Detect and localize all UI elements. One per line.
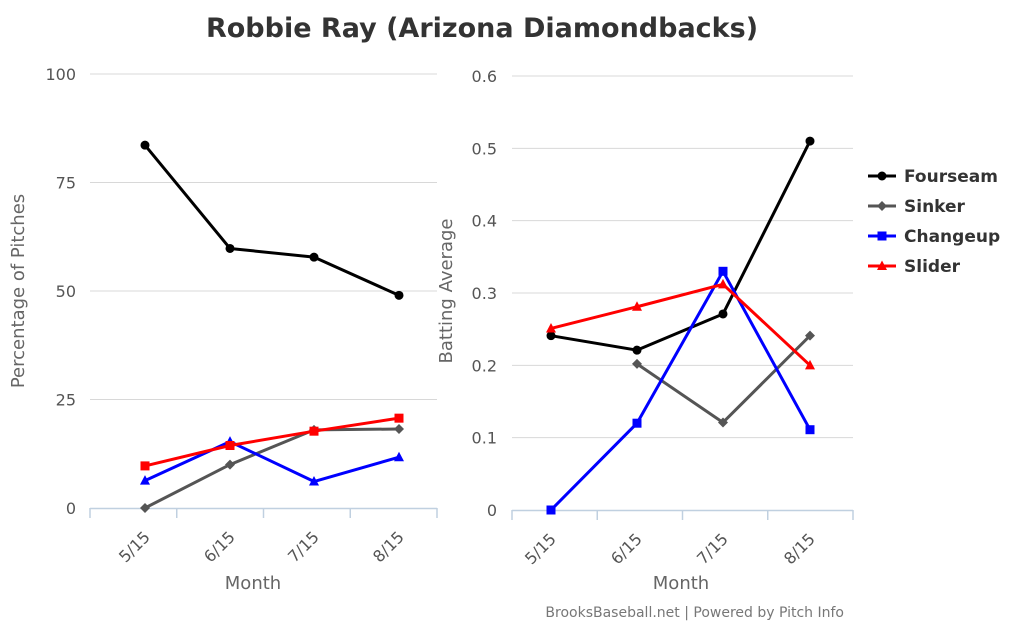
right-slider-point [546,322,556,333]
right-slider-line [550,282,812,367]
legend-slider-label: Slider [904,257,961,277]
left-changeup-line [144,440,400,484]
legend-item-sinker[interactable]: Sinker [868,197,966,217]
y-tick-label: 0.1 [472,429,497,448]
legend-fourseam-marker [877,171,887,181]
legend-fourseam-label: Fourseam [904,167,998,187]
y-tick-label: 0.6 [472,67,497,86]
y-tick-label: 0.5 [472,139,497,158]
x-tick-label: 5/15 [521,529,560,568]
left-fourseam-point [394,290,404,300]
left-series [140,140,404,513]
right-slider-point [805,359,815,370]
legend-changeup-marker [877,231,887,241]
left-fourseam-point [140,140,150,150]
right-changeup-point [805,425,815,435]
right-sinker-point [805,330,815,341]
right-slider-point [632,301,642,311]
left-slider-line [144,416,400,468]
left-changeup-point [140,475,150,485]
left-sinker-point [394,424,404,435]
chart-title: Robbie Ray (Arizona Diamondbacks) [206,13,758,44]
right-changeup-point [718,266,728,276]
y-tick-label: 100 [45,65,76,84]
right-changeup-point [632,418,642,428]
right-fourseam-line [550,140,812,352]
right-slider-point [718,278,728,289]
y-tick-label: 50 [56,282,76,301]
credits-text: BrooksBaseball.net | Powered by Pitch In… [545,605,844,621]
left-fourseam-point [225,243,235,253]
left-x-axis: 5/15 6/15 7/15 8/15 [89,507,438,566]
left-x-axis-title: Month [225,573,281,594]
left-y-tick-labels: 0 25 50 75 100 [45,65,76,518]
x-tick-label: 6/15 [607,529,646,568]
y-tick-label: 0 [66,499,76,518]
y-tick-label: 0.3 [472,284,497,303]
x-tick-label: 5/15 [115,527,154,566]
right-changeup-point [546,505,556,515]
y-tick-label: 0.2 [472,356,497,375]
left-slider-point [309,426,319,436]
left-changeup-point [309,476,319,486]
legend: Fourseam Sinker Changeup Slider [868,167,1000,277]
right-chart-batting-average: 0 0.1 0.2 0.3 0.4 0.5 0.6 5/15 6/15 7/15 8/15 Bat… [436,67,854,594]
x-tick-label: 7/15 [284,527,323,566]
legend-slider-marker [877,260,887,270]
y-tick-label: 0 [487,501,497,520]
right-sinker-point [718,417,728,428]
right-changeup-line [549,269,812,512]
left-fourseam-line [143,144,400,297]
legend-sinker-label: Sinker [904,197,966,217]
legend-item-slider[interactable]: Slider [868,257,961,277]
y-tick-label: 0.4 [472,212,497,231]
left-chart-percentage: 0 25 50 75 100 5/15 6/15 7/15 8/15 Percentage o… [8,65,438,594]
right-sinker-point [632,358,642,369]
left-sinker-line [144,427,400,510]
left-y-axis-title: Percentage of Pitches [8,194,29,388]
left-changeup-point [394,451,404,462]
left-slider-point [140,461,150,471]
y-tick-label: 75 [56,174,76,193]
right-fourseam-point [632,345,642,355]
x-tick-label: 7/15 [693,529,732,568]
left-slider-point [225,441,235,451]
right-fourseam-point [546,331,556,341]
right-x-axis-title: Month [653,573,709,594]
y-tick-label: 25 [56,391,76,410]
x-tick-label: 8/15 [780,529,819,568]
right-x-axis: 5/15 6/15 7/15 8/15 [511,509,854,568]
right-fourseam-point [718,309,728,319]
right-y-axis-title: Batting Average [436,219,457,364]
right-y-tick-labels: 0 0.1 0.2 0.3 0.4 0.5 0.6 [472,67,497,520]
legend-item-fourseam[interactable]: Fourseam [868,167,998,187]
right-series [546,136,815,515]
right-fourseam-point [805,136,815,146]
x-tick-label: 8/15 [369,527,408,566]
left-gridlines [90,73,437,400]
left-slider-point [394,413,404,423]
left-sinker-point [225,459,235,470]
legend-item-changeup[interactable]: Changeup [868,227,1000,247]
legend-sinker-marker [877,201,887,211]
left-fourseam-point [309,252,319,262]
legend-changeup-label: Changeup [904,227,1000,247]
x-tick-label: 6/15 [200,527,239,566]
left-sinker-point [140,503,150,513]
right-gridlines [512,75,853,439]
